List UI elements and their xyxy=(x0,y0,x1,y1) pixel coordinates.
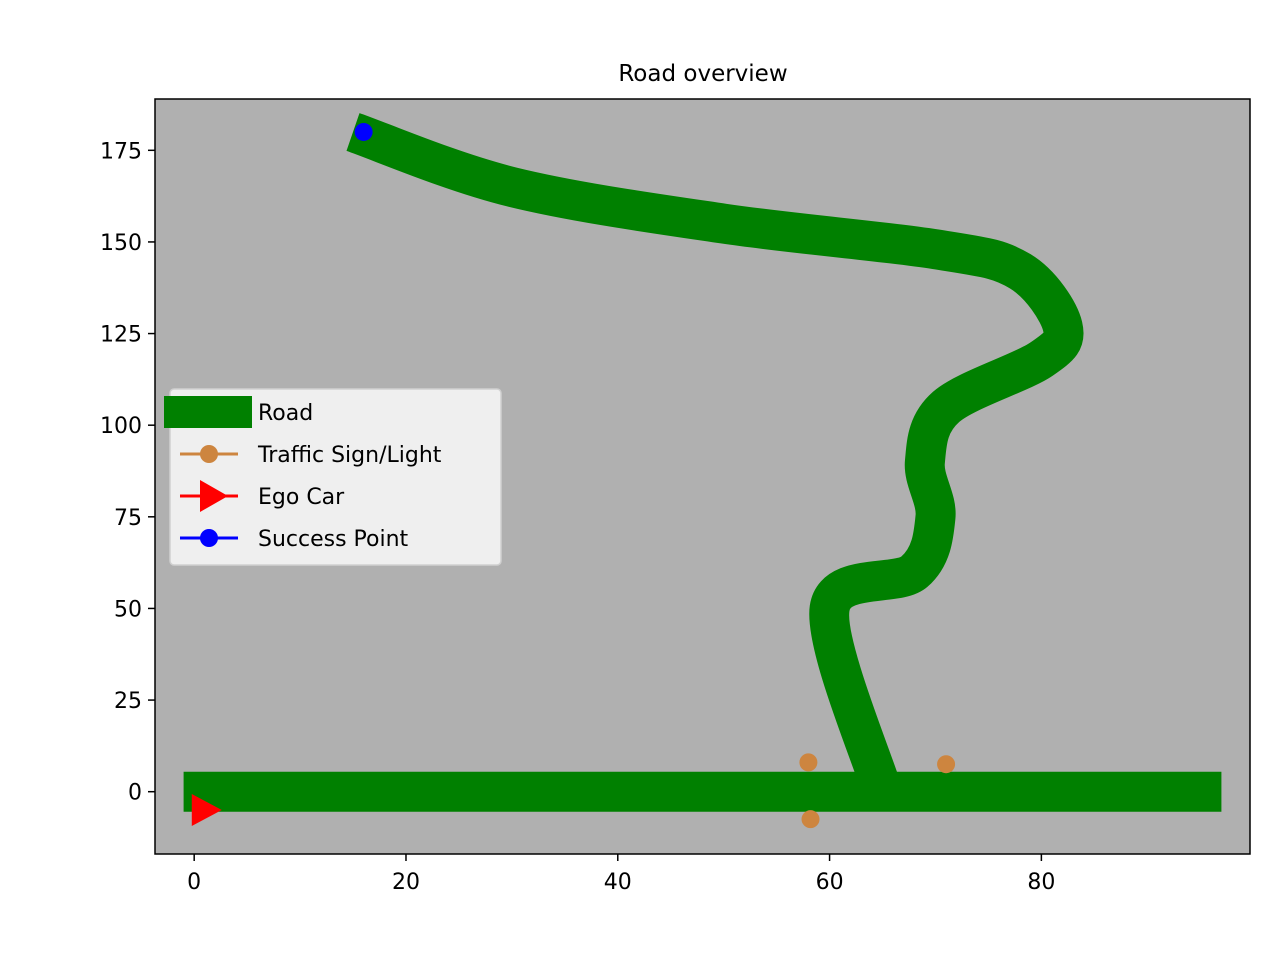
y-axis: 0 25 50 75 100 125 150 175 xyxy=(100,139,155,806)
success-point-marker xyxy=(354,122,373,141)
traffic-sign-point-2 xyxy=(801,810,820,829)
legend-swatch-marker xyxy=(200,480,228,512)
legend: Road Traffic Sign/Light Ego Car Success Poi… xyxy=(164,388,502,566)
legend-label: Road xyxy=(258,401,313,426)
legend-box xyxy=(169,388,502,566)
y-tick-label: 150 xyxy=(100,231,142,256)
y-tick-label: 0 xyxy=(128,781,142,806)
traffic-sign-point-1 xyxy=(937,755,956,774)
x-tick-label: 80 xyxy=(1027,870,1055,895)
legend-label: Traffic Sign/Light xyxy=(257,443,442,468)
marks-layer xyxy=(191,122,956,829)
legend-swatch-marker xyxy=(200,529,218,547)
ego-car-marker xyxy=(191,794,222,827)
x-tick-label: 0 xyxy=(187,870,201,895)
y-tick-label: 125 xyxy=(100,323,142,348)
legend-swatch-marker xyxy=(200,445,218,463)
chart-title: Road overview xyxy=(618,61,787,87)
x-tick-label: 20 xyxy=(392,870,420,895)
traffic-sign-point-0 xyxy=(799,753,818,772)
legend-road-swatch xyxy=(164,396,252,428)
roads-layer xyxy=(183,113,1222,812)
y-tick-label: 50 xyxy=(114,597,142,622)
plot-frame xyxy=(154,98,1251,855)
road-segment-1 xyxy=(346,113,1084,798)
x-tick-label: 60 xyxy=(816,870,844,895)
legend-label: Ego Car xyxy=(258,485,345,510)
y-tick-label: 100 xyxy=(100,414,142,439)
y-tick-label: 175 xyxy=(100,139,142,164)
y-tick-label: 75 xyxy=(114,506,142,531)
y-tick-label: 25 xyxy=(114,689,142,714)
x-axis: 0 20 40 60 80 xyxy=(187,854,1055,895)
legend-label: Success Point xyxy=(258,527,409,552)
x-tick-label: 40 xyxy=(604,870,632,895)
